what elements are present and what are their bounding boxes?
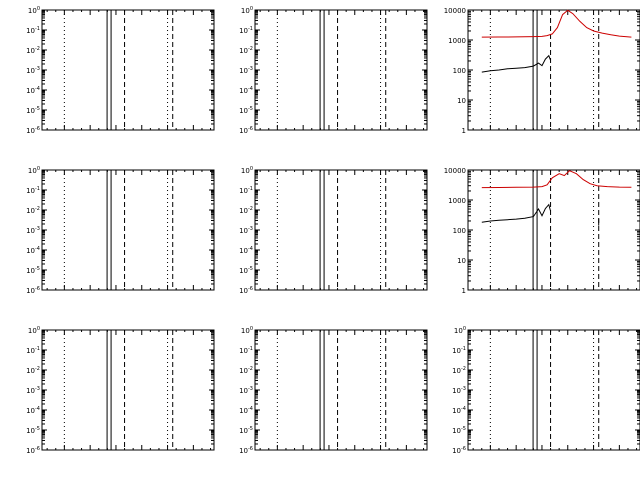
lld-rate-line xyxy=(481,170,632,189)
y-tick-label: 10-5 xyxy=(26,426,40,435)
plot-frame xyxy=(254,169,428,291)
y-tick-label: 10-6 xyxy=(239,286,253,295)
y-tick-label: 10-1 xyxy=(239,346,253,355)
plot-frame xyxy=(254,9,428,131)
y-tick-label: 10-2 xyxy=(239,206,253,215)
y-tick-label: 100 xyxy=(241,166,253,175)
y-tick-label: 10-6 xyxy=(239,446,253,455)
y-tick-label: 10-6 xyxy=(26,286,40,295)
y-tick-label: 10 xyxy=(457,97,466,105)
detector-panel: 10000 1000 100 10 1 xyxy=(444,167,640,295)
y-tick-label: 100 xyxy=(241,326,253,335)
y-tick-label: 10-4 xyxy=(26,246,40,255)
y-tick-label: 1 xyxy=(462,127,466,135)
y-tick-label: 10-2 xyxy=(26,46,40,55)
y-tick-label: 10000 xyxy=(444,7,466,15)
y-tick-label: 1000 xyxy=(448,37,466,45)
y-tick-label: 1000 xyxy=(448,197,466,205)
detector-panel: 100 10-1 10-2 10-3 10-4 10-5 10-6 xyxy=(26,6,215,135)
y-tick-label: 10-3 xyxy=(26,386,40,395)
y-tick-label: 10-6 xyxy=(26,126,40,135)
detector-panel: 100 10-1 10-2 10-3 10-4 10-5 10-6 xyxy=(239,326,428,455)
y-tick-label: 10-1 xyxy=(452,346,466,355)
event-rate-line xyxy=(481,54,552,73)
lld-rate-line xyxy=(481,9,632,38)
y-tick-label: 10-4 xyxy=(452,406,466,415)
detector-panel: 100 10-1 10-2 10-3 10-4 10-5 10-6 xyxy=(26,326,215,455)
y-tick-label: 10-5 xyxy=(239,266,253,275)
y-tick-label: 100 xyxy=(454,326,466,335)
plot-frame xyxy=(467,329,640,451)
y-tick-label: 100 xyxy=(241,6,253,15)
y-tick-label: 10-5 xyxy=(452,426,466,435)
y-tick-label: 10-4 xyxy=(239,86,253,95)
y-tick-label: 10-6 xyxy=(239,126,253,135)
plot-frame xyxy=(41,169,215,291)
detector-panel: 100 10-1 10-2 10-3 10-4 10-5 10-6 xyxy=(26,166,215,295)
y-tick-label: 10-5 xyxy=(26,266,40,275)
y-tick-label: 10 xyxy=(457,257,466,265)
y-tick-label: 100 xyxy=(453,67,466,75)
y-tick-label: 10-1 xyxy=(239,186,253,195)
y-tick-label: 100 xyxy=(28,166,40,175)
y-tick-label: 100 xyxy=(28,6,40,15)
detector-panel: 10000 1000 100 10 1 xyxy=(444,7,640,135)
y-tick-label: 10-5 xyxy=(26,106,40,115)
y-tick-label: 10-4 xyxy=(239,246,253,255)
y-tick-label: 100 xyxy=(453,227,466,235)
y-tick-label: 10-3 xyxy=(26,226,40,235)
y-tick-label: 10-1 xyxy=(239,26,253,35)
y-tick-label: 100 xyxy=(28,326,40,335)
y-tick-label: 10-6 xyxy=(452,446,466,455)
y-tick-label: 10-3 xyxy=(26,66,40,75)
y-tick-label: 10-1 xyxy=(26,186,40,195)
plot-frame xyxy=(41,329,215,451)
y-tick-label: 10-3 xyxy=(239,66,253,75)
y-tick-label: 10-2 xyxy=(452,366,466,375)
detector-panel: 100 10-1 10-2 10-3 10-4 10-5 10-6 xyxy=(239,166,428,295)
y-tick-label: 10000 xyxy=(444,167,466,175)
y-tick-label: 10-3 xyxy=(239,386,253,395)
y-tick-label: 10-5 xyxy=(239,106,253,115)
y-tick-label: 10-2 xyxy=(26,366,40,375)
detector-panel: 100 10-1 10-2 10-3 10-4 10-5 10-6 xyxy=(239,6,428,135)
detector-panel: 100 10-1 10-2 10-3 10-4 10-5 10-6 xyxy=(452,326,640,455)
y-tick-label: 10-3 xyxy=(452,386,466,395)
y-tick-label: 10-2 xyxy=(239,46,253,55)
event-rate-line xyxy=(481,203,552,223)
y-tick-label: 1 xyxy=(462,287,466,295)
y-tick-label: 10-4 xyxy=(26,406,40,415)
y-tick-label: 10-6 xyxy=(26,446,40,455)
y-tick-label: 10-3 xyxy=(239,226,253,235)
y-tick-label: 10-2 xyxy=(26,206,40,215)
y-tick-label: 10-1 xyxy=(26,346,40,355)
y-tick-label: 10-4 xyxy=(239,406,253,415)
y-tick-label: 10-4 xyxy=(26,86,40,95)
plot-frame xyxy=(41,9,215,131)
y-tick-label: 10-2 xyxy=(239,366,253,375)
plot-frame xyxy=(254,329,428,451)
y-tick-label: 10-1 xyxy=(26,26,40,35)
y-tick-label: 10-5 xyxy=(239,426,253,435)
